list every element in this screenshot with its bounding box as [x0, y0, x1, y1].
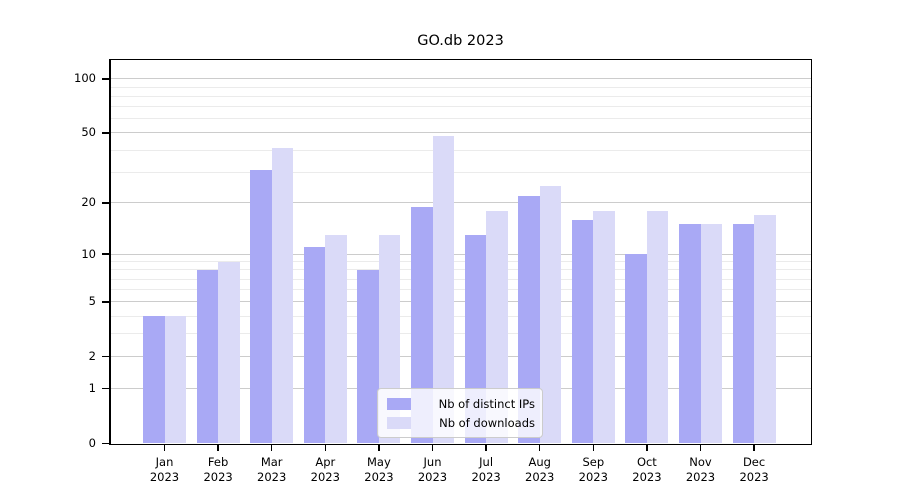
bar-nb-of-distinct-ips-may-2023 [357, 269, 379, 444]
bar-nb-of-distinct-ips-feb-2023 [196, 269, 219, 444]
x-tick-label-may-2023: May 2023 [364, 454, 394, 485]
y-tick-50 [102, 132, 109, 134]
x-tick-label-mar-2023: Mar 2023 [257, 454, 287, 485]
spine-right [810, 58, 812, 445]
gridline-minor-9 [110, 261, 811, 263]
bar-nb-of-distinct-ips-mar-2023 [250, 169, 272, 444]
gridline-minor-80 [110, 95, 811, 97]
gridline-minor-30 [110, 171, 811, 173]
y-tick-label-100: 100 [74, 71, 96, 86]
bar-nb-of-downloads-mar-2023 [271, 148, 294, 444]
x-tick-apr-2023 [324, 445, 327, 452]
gridline-minor-60 [110, 118, 811, 120]
y-tick-label-50: 50 [81, 125, 96, 140]
chart-title: GO.db 2023 [417, 33, 504, 49]
legend: Nb of distinct IPs Nb of downloads [377, 388, 543, 438]
bar-nb-of-downloads-sep-2023 [593, 210, 615, 444]
x-tick-nov-2023 [699, 445, 702, 452]
x-tick-label-aug-2023: Aug 2023 [525, 454, 555, 485]
gridline-minor-70 [110, 106, 811, 108]
x-tick-sep-2023 [592, 445, 595, 452]
bar-nb-of-downloads-apr-2023 [325, 235, 347, 444]
bar-nb-of-distinct-ips-aug-2023 [518, 195, 540, 444]
bar-nb-of-distinct-ips-sep-2023 [571, 219, 594, 444]
y-tick-0 [102, 442, 109, 445]
bar-nb-of-distinct-ips-oct-2023 [625, 254, 647, 444]
x-tick-mar-2023 [270, 445, 273, 452]
y-tick-label-1: 1 [88, 381, 96, 396]
bar-nb-of-downloads-jan-2023 [164, 316, 186, 444]
gridline-major-20 [110, 202, 811, 204]
x-tick-aug-2023 [538, 445, 541, 452]
x-tick-jun-2023 [431, 445, 434, 452]
gridline-minor-40 [110, 149, 811, 151]
y-tick-label-5: 5 [88, 294, 96, 309]
x-tick-jul-2023 [485, 445, 487, 452]
x-tick-label-jan-2023: Jan 2023 [149, 454, 180, 485]
x-tick-jan-2023 [163, 445, 166, 452]
x-tick-dec-2023 [753, 445, 755, 452]
y-tick-label-2: 2 [88, 349, 96, 364]
bar-nb-of-distinct-ips-jan-2023 [143, 316, 165, 444]
x-tick-label-feb-2023: Feb 2023 [203, 454, 233, 485]
x-tick-may-2023 [378, 445, 380, 452]
y-tick-label-20: 20 [81, 195, 96, 210]
y-tick-10 [102, 253, 109, 255]
x-tick-label-sep-2023: Sep 2023 [578, 454, 608, 485]
x-tick-label-jun-2023: Jun 2023 [417, 454, 448, 485]
x-tick-label-dec-2023: Dec 2023 [739, 454, 769, 485]
x-tick-oct-2023 [646, 445, 648, 452]
gridline-minor-8 [110, 269, 811, 271]
bar-nb-of-downloads-jul-2023 [486, 210, 508, 444]
y-tick-2 [102, 355, 109, 358]
bar-nb-of-distinct-ips-nov-2023 [679, 224, 701, 444]
gridline-major-5 [110, 301, 811, 303]
legend-label-downloads: Nb of downloads [439, 415, 535, 430]
gridline-minor-3 [110, 333, 811, 335]
legend-row-distinct-ips: Nb of distinct IPs [384, 394, 535, 413]
bar-nb-of-distinct-ips-jun-2023 [411, 206, 433, 444]
x-tick-label-apr-2023: Apr 2023 [310, 454, 340, 485]
x-tick-label-oct-2023: Oct 2023 [632, 454, 662, 485]
gridline-major-100 [110, 78, 811, 80]
gridline-minor-6 [110, 289, 811, 291]
spine-top [109, 58, 812, 60]
bar-nb-of-downloads-nov-2023 [700, 224, 722, 444]
y-tick-20 [102, 202, 109, 204]
gridline-major-10 [110, 253, 811, 255]
gridline-major-50 [110, 132, 811, 134]
spine-bottom [109, 443, 812, 446]
gridline-major-2 [110, 356, 811, 358]
bar-nb-of-downloads-jun-2023 [432, 136, 454, 444]
x-tick-label-nov-2023: Nov 2023 [685, 454, 716, 485]
gridline-minor-7 [110, 278, 811, 280]
gridline-minor-90 [110, 86, 811, 88]
x-tick-feb-2023 [217, 445, 219, 452]
x-tick-label-jul-2023: Jul 2023 [471, 454, 501, 485]
bar-nb-of-downloads-feb-2023 [218, 261, 240, 444]
bar-nb-of-distinct-ips-apr-2023 [303, 247, 326, 444]
legend-swatch-distinct-ips [387, 397, 411, 410]
y-tick-label-10: 10 [81, 246, 96, 261]
y-tick-1 [102, 387, 109, 390]
bar-nb-of-distinct-ips-dec-2023 [732, 224, 755, 444]
legend-label-distinct-ips: Nb of distinct IPs [438, 396, 535, 411]
bar-nb-of-downloads-aug-2023 [539, 186, 562, 444]
y-tick-label-0: 0 [88, 436, 96, 450]
y-tick-100 [102, 78, 109, 80]
gridline-minor-4 [110, 315, 811, 317]
legend-row-downloads: Nb of downloads [384, 413, 535, 432]
legend-swatch-downloads [387, 416, 411, 429]
spine-left [109, 58, 111, 445]
bar-nb-of-downloads-dec-2023 [754, 215, 776, 444]
bar-nb-of-downloads-oct-2023 [646, 210, 669, 444]
y-tick-5 [102, 301, 109, 303]
